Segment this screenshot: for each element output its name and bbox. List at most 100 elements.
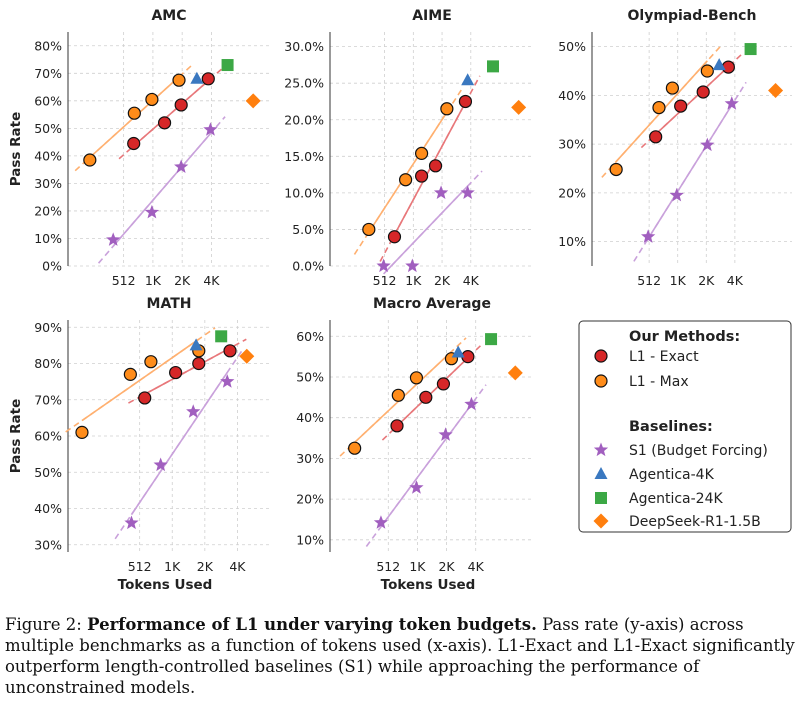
l1-max-fit-line — [368, 111, 448, 233]
panel-title: AMC — [151, 8, 186, 24]
l1-exact-point — [436, 377, 451, 391]
l1-exact-point — [390, 419, 404, 433]
l1-max-point — [75, 425, 89, 439]
legend-label-l1-exact: L1 - Exact — [629, 349, 699, 365]
y-tick-label: 30.0% — [284, 39, 324, 54]
l1-exact-point — [138, 391, 152, 405]
deepseek-r1-1-5b-point — [511, 99, 527, 115]
l1-max-point — [391, 388, 405, 402]
agentica-4k-point — [451, 345, 465, 358]
s1-budget-forcing-point — [405, 258, 420, 273]
legend-baselines-title: Baselines: — [629, 419, 713, 435]
y-tick-label: 70% — [34, 66, 62, 81]
y-tick-label: 50% — [34, 465, 62, 480]
s1-budget-forcing-point — [700, 137, 715, 152]
l1-exact-point — [414, 169, 429, 183]
x-tick-label: 2K — [197, 559, 214, 574]
agentica-24k-point — [215, 330, 228, 343]
y-tick-label: 30% — [558, 137, 586, 152]
l1-max-point — [83, 153, 97, 167]
agentica-4k-point — [712, 58, 726, 71]
legend-label-agentica-4k: Agentica-4K — [629, 467, 715, 483]
y-tick-label: 20% — [296, 492, 324, 507]
y-tick-label: 10% — [296, 532, 324, 547]
l1-max-point — [145, 92, 159, 107]
l1-max-fit-line — [81, 338, 200, 422]
x-tick-label: 512 — [373, 273, 397, 288]
l1-exact-point — [428, 159, 443, 173]
y-tick-label: 15.0% — [284, 149, 324, 164]
s1-budget-forcing-fit-line — [112, 133, 212, 247]
legend-marker-l1-max — [594, 374, 608, 388]
x-tick-label: 1K — [670, 273, 687, 288]
panel-aime: 0.0% 5.0% 10.0% 15.0% 20.0% 25.0% 30.0% 512 1K 2K… — [284, 8, 534, 288]
x-tick-label: 4K — [463, 273, 480, 288]
l1-exact-point — [169, 365, 183, 380]
y-tick-label: 40% — [558, 88, 586, 103]
deepseek-r1-1-5b-point — [245, 93, 261, 109]
y-tick-label: 80% — [34, 38, 62, 53]
s1-budget-forcing-point — [438, 427, 453, 441]
x-tick-label: 1K — [145, 273, 162, 288]
x-tick-label: 512 — [637, 273, 661, 288]
s1-budget-forcing-point — [174, 159, 189, 173]
agentica-24k-point — [485, 333, 498, 346]
legend-our-methods-title: Our Methods: — [629, 329, 740, 345]
l1-max-point — [609, 162, 623, 177]
y-tick-label: 10% — [34, 231, 62, 246]
s1-budget-forcing-point — [153, 457, 168, 472]
x-tick-label: 4K — [468, 559, 485, 574]
y-tick-label: 50% — [296, 369, 324, 384]
y-tick-label: 20% — [558, 185, 586, 200]
y-tick-label: 60% — [296, 329, 324, 344]
x-tick-label: 1K — [164, 559, 181, 574]
agentica-24k-point — [221, 59, 234, 72]
x-tick-label: 4K — [229, 559, 246, 574]
l1-exact-point — [419, 390, 433, 404]
l1-exact-fit-line — [396, 357, 469, 427]
caption-text: Pass rate (y-axis) across multiple bench… — [5, 615, 795, 697]
y-tick-label: 30% — [34, 176, 62, 191]
y-axis-label: Pass Rate — [8, 399, 24, 474]
l1-exact-point — [649, 130, 663, 144]
s1-budget-forcing-point — [144, 204, 160, 219]
agentica-4k-point — [190, 71, 204, 84]
legend-label-s1-budget-forcing: S1 (Budget Forcing) — [629, 443, 768, 459]
y-tick-label: 50% — [34, 121, 62, 136]
l1-exact-point — [721, 60, 735, 74]
legend: Our Methods: Baselines: L1 - Exact L1 - Max… — [578, 320, 792, 533]
legend-marker-agentica-4k — [594, 467, 608, 479]
l1-max-point — [414, 146, 429, 160]
agentica-24k-point — [487, 60, 500, 73]
y-tick-label: 5.0% — [292, 222, 324, 237]
l1-exact-fit-line — [133, 80, 209, 147]
s1-budget-forcing-point — [203, 122, 218, 136]
l1-max-point — [123, 367, 137, 381]
x-tick-label: 512 — [112, 273, 136, 288]
panel-amc: 0% 10% 20% 30% 40% 50% 60% 70% 80% 512 1K 2K 4K AMC Pa… — [8, 8, 270, 288]
x-tick-label: 2K — [438, 559, 455, 574]
x-tick-label: 512 — [376, 559, 400, 574]
l1-exact-fit-line — [655, 66, 729, 135]
legend-label-l1-max: L1 - Max — [629, 374, 689, 390]
deepseek-r1-1-5b-point — [768, 83, 784, 98]
s1-budget-forcing-point — [106, 232, 121, 246]
legend-marker-l1-exact — [594, 349, 608, 363]
y-tick-label: 40% — [34, 501, 62, 516]
x-axis-label: Tokens Used — [381, 577, 476, 593]
y-tick-label: 25.0% — [284, 76, 324, 91]
x-tick-label: 512 — [128, 559, 152, 574]
y-tick-label: 0% — [42, 259, 62, 274]
legend-marker-agentica-24k — [595, 492, 607, 504]
y-tick-label: 30% — [34, 537, 62, 552]
panel-title: Macro Average — [373, 296, 491, 312]
y-axis-label: Pass Rate — [8, 112, 24, 187]
x-tick-label: 1K — [405, 273, 422, 288]
s1-budget-forcing-point — [433, 185, 449, 199]
y-tick-label: 80% — [34, 356, 62, 371]
figure-caption: Figure 2: Performance of L1 under varyin… — [5, 614, 805, 698]
l1-exact-point — [192, 356, 206, 371]
y-tick-label: 10% — [558, 234, 586, 249]
x-tick-label: 1K — [409, 559, 426, 574]
y-tick-label: 10.0% — [284, 185, 324, 200]
